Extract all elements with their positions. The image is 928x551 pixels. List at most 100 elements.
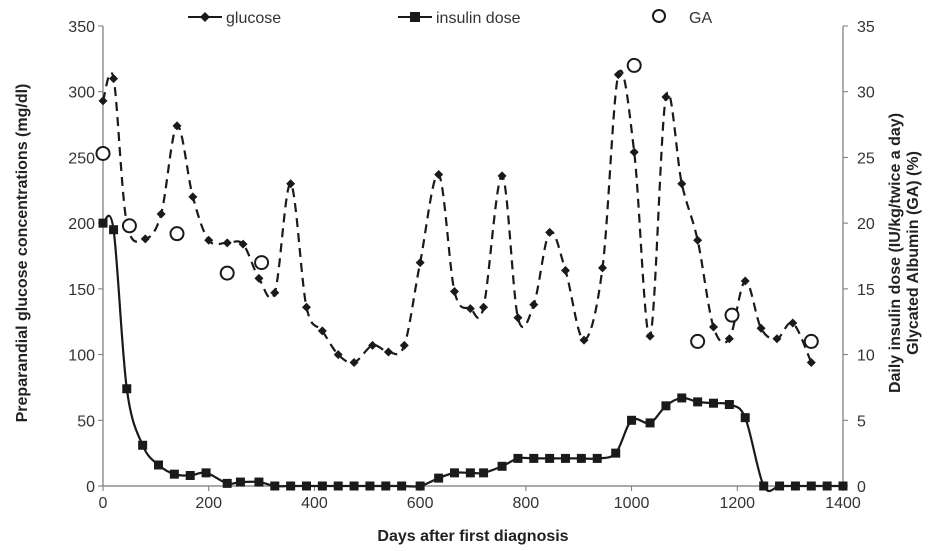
glucose-point (497, 171, 507, 181)
legend: glucose insulin dose GA (188, 9, 712, 27)
glucose-point (598, 263, 607, 273)
insulin-dose-point (806, 481, 816, 491)
insulin-dose-point (822, 481, 832, 491)
insulin-dose-point (222, 478, 232, 488)
series-ga (95, 57, 819, 349)
y-left-tick-label: 350 (68, 19, 95, 36)
insulin-dose-point (627, 415, 637, 425)
glucose-point (254, 273, 264, 283)
insulin-dose-point (545, 453, 555, 463)
glucose-point (579, 335, 589, 345)
glucose-point (270, 288, 280, 298)
glucose-point (693, 235, 703, 245)
glucose-point (645, 331, 655, 341)
insulin-dose-point (365, 481, 375, 491)
insulin-dose-point (397, 481, 407, 491)
insulin-dose-point (381, 481, 391, 491)
legend-label-glucose: glucose (226, 10, 281, 27)
y-right-tick-label: 30 (857, 85, 875, 102)
insulin-dose-point (479, 468, 489, 478)
glucose-point (465, 304, 475, 314)
x-tick-label: 600 (407, 495, 434, 512)
ga-point (121, 218, 137, 234)
ga-point (803, 333, 819, 349)
insulin-dose-point (185, 470, 195, 480)
insulin-dose-point (661, 401, 671, 411)
y-left-tick-label: 200 (68, 216, 95, 233)
glucose-point (98, 96, 108, 106)
legend-label-insulin-dose: insulin dose (436, 10, 521, 27)
y-right-tick-label: 0 (857, 479, 866, 496)
y-left-ticks: 0 50 100 150 200 250 300 350 (68, 19, 103, 496)
legend-marker-ga (652, 9, 666, 23)
glucose-point (172, 121, 182, 131)
glucose-point (479, 302, 489, 312)
ga-point (169, 226, 185, 242)
legend-item-ga: GA (652, 9, 712, 27)
glucose-point (529, 300, 539, 310)
legend-item-glucose: glucose (188, 10, 281, 27)
insulin-dose-point (98, 218, 108, 228)
glucose-point (561, 265, 570, 275)
insulin-dose-point (576, 453, 586, 463)
legend-marker-insulin-dose (410, 12, 420, 22)
glucose-point (188, 192, 198, 202)
insulin-dose-point (169, 469, 179, 479)
glucose-point (286, 179, 296, 189)
insulin-dose-point (592, 453, 602, 463)
y-right-tick-label: 15 (857, 282, 875, 299)
ga-point (254, 255, 270, 271)
insulin-dose-line (101, 214, 843, 493)
insulin-dose-point (693, 397, 703, 407)
x-tick-label: 1000 (614, 495, 650, 512)
insulin-dose-point (465, 468, 475, 478)
glucose-point (238, 239, 248, 249)
insulin-dose-point (333, 481, 343, 491)
insulin-dose-point (709, 398, 718, 408)
insulin-dose-point (561, 453, 570, 463)
insulin-dose-point (302, 481, 311, 491)
insulin-dose-point (645, 418, 655, 428)
insulin-dose-point (611, 448, 621, 458)
y-right-tick-label: 35 (857, 19, 875, 36)
ga-point (690, 333, 706, 349)
glucose-point (383, 347, 393, 357)
glucose-point (545, 227, 555, 237)
insulin-dose-point (154, 460, 163, 470)
glucose-point (399, 340, 409, 350)
insulin-dose-point (138, 440, 148, 450)
y-right-tick-label: 25 (857, 150, 875, 167)
ga-point (219, 265, 235, 281)
x-tick-label: 0 (99, 495, 108, 512)
glucose-point (368, 340, 378, 350)
insulin-dose-point (677, 393, 687, 403)
y-left-tick-label: 250 (68, 150, 95, 167)
ga-point (724, 307, 740, 323)
y-right-axis-title-line1: Daily insulin dose (IU/kg/twice a day) (887, 113, 904, 393)
y-left-tick-label: 100 (68, 348, 95, 365)
glucose-point (204, 235, 214, 245)
legend-label-ga: GA (689, 10, 712, 27)
glucose-point (513, 313, 523, 323)
glucose-point (109, 74, 119, 84)
y-left-tick-label: 50 (77, 413, 95, 430)
insulin-dose-point (254, 477, 264, 487)
glucose-point (724, 334, 734, 344)
series-insulin-dose (98, 214, 848, 493)
insulin-dose-point (838, 481, 848, 491)
x-tick-label: 1400 (825, 495, 861, 512)
insulin-dose-point (790, 481, 800, 491)
glucose-point (349, 357, 359, 367)
series-glucose (98, 69, 816, 367)
glucose-point (740, 276, 750, 286)
glucose-point (629, 147, 639, 157)
legend-item-insulin-dose: insulin dose (398, 10, 521, 27)
insulin-dose-point (775, 481, 785, 491)
y-right-axis-title-line2: Glycated Albumin (GA) (%) (905, 151, 922, 355)
glucose-point (709, 322, 718, 332)
x-ticks: 0 200 400 600 800 1000 1200 1400 (99, 486, 861, 512)
glucose-point (302, 302, 311, 312)
glucose-point (156, 209, 166, 219)
glucose-point (333, 350, 343, 360)
insulin-dose-point (759, 481, 769, 491)
